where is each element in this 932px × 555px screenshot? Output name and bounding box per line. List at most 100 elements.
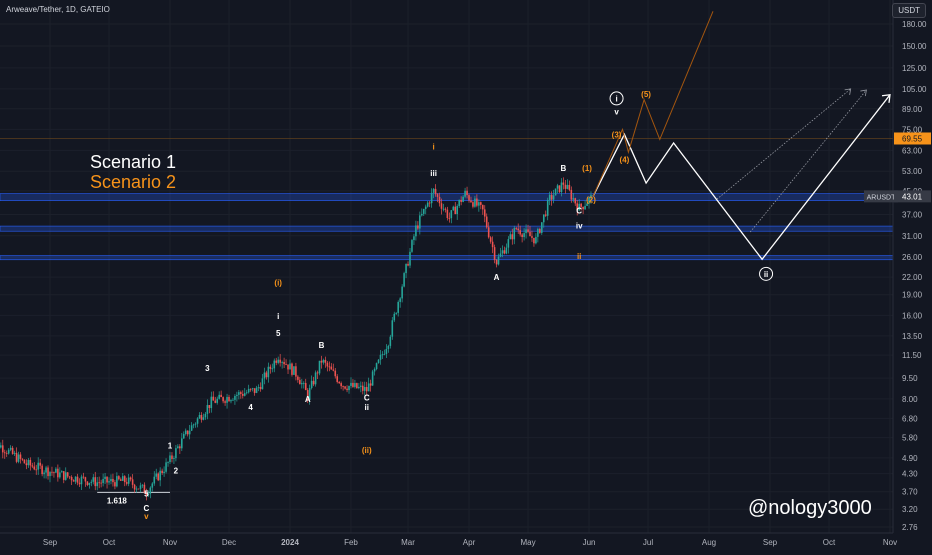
candle-body — [438, 196, 441, 204]
candle-body — [293, 366, 295, 375]
candle-body — [295, 366, 297, 377]
candle-body — [358, 386, 360, 389]
candle-body — [127, 477, 130, 484]
y-tick-label: 3.20 — [902, 505, 918, 514]
candle-body — [182, 434, 185, 439]
candle-body — [550, 194, 553, 200]
candle-body — [88, 482, 91, 485]
candle-body — [346, 388, 348, 391]
support-resistance-zone — [0, 193, 894, 201]
candle-body — [389, 336, 392, 346]
candle-body — [271, 368, 274, 370]
candle-body — [558, 185, 561, 193]
candle-body — [291, 363, 293, 375]
y-tick-label: 2.76 — [902, 523, 918, 532]
candle-body — [373, 369, 376, 372]
candle-body — [257, 387, 260, 388]
candle-body — [121, 476, 124, 481]
candle-body — [519, 230, 521, 235]
candle-body — [287, 364, 289, 370]
candle-body — [114, 482, 116, 487]
candle-body — [371, 371, 374, 386]
candle-body — [476, 198, 478, 206]
candle-body — [515, 228, 518, 229]
candle-body — [511, 234, 514, 240]
candle-body — [173, 458, 175, 459]
candle-body — [179, 446, 181, 449]
candle-body — [267, 366, 270, 378]
y-tick-label: 89.00 — [902, 105, 923, 114]
wave-label: (1) — [582, 164, 592, 173]
candle-body — [395, 312, 398, 314]
candle-body — [80, 476, 83, 485]
wave-label: 3 — [205, 364, 210, 373]
scenario2-projection-path — [592, 11, 714, 197]
candle-body — [533, 237, 535, 244]
candle-body — [216, 398, 219, 403]
candle-body — [247, 388, 250, 393]
candle-body — [379, 354, 382, 360]
candle-body — [188, 430, 191, 435]
legend-entry: Scenario 2 — [90, 172, 176, 192]
candle-body — [238, 392, 240, 395]
candle-body — [273, 360, 276, 369]
wave-label: 4 — [248, 403, 253, 412]
x-tick-label: Feb — [344, 538, 358, 547]
candle-body — [308, 388, 311, 400]
candle-body — [531, 236, 533, 238]
candle-body — [232, 399, 234, 401]
y-tick-label: 22.00 — [902, 273, 923, 282]
candle-body — [285, 364, 287, 365]
candle-body — [106, 476, 108, 483]
candle-body — [33, 466, 36, 470]
candle-body — [535, 236, 537, 244]
candle-body — [350, 382, 352, 386]
candle-body — [200, 414, 203, 420]
candle-body — [554, 188, 557, 196]
symbol-tag-label: ARUSDT — [867, 194, 897, 201]
candle-body — [68, 476, 71, 478]
y-tick-label: 3.70 — [902, 488, 918, 497]
wave-label: i — [277, 312, 279, 321]
candle-body — [407, 263, 409, 266]
candle-body — [566, 184, 569, 189]
candle-body — [505, 247, 508, 254]
candle-body — [230, 400, 232, 402]
candle-body — [521, 234, 523, 238]
current-price-tag[interactable] — [894, 190, 931, 203]
candle-body — [580, 203, 582, 207]
candle-body — [446, 209, 449, 219]
candle-body — [499, 253, 502, 257]
wave-label: B — [319, 341, 325, 350]
candle-body — [444, 208, 447, 210]
candle-body — [110, 478, 112, 482]
candle-body — [365, 387, 368, 392]
candle-body — [45, 467, 47, 473]
candle-body — [399, 298, 401, 302]
candle-body — [17, 454, 20, 462]
candle-body — [23, 459, 26, 464]
candle-body — [43, 472, 45, 475]
candle-body — [37, 462, 39, 470]
candle-body — [564, 184, 567, 189]
candle-body — [29, 459, 32, 466]
candle-body — [11, 447, 14, 454]
dotted-projection-path — [716, 88, 851, 200]
price-level-tag[interactable] — [894, 132, 931, 145]
candle-body — [328, 366, 331, 368]
candle-body — [570, 189, 573, 200]
candle-body — [143, 484, 146, 494]
candle-body — [383, 353, 386, 355]
candle-body — [241, 393, 244, 396]
candle-body — [458, 199, 460, 207]
x-tick-label: Dec — [222, 538, 236, 547]
candle-body — [184, 430, 187, 435]
currency-badge[interactable]: USDT — [892, 3, 926, 18]
candle-body — [206, 405, 209, 414]
wave-label: (5) — [641, 90, 651, 99]
arrow-head — [881, 94, 891, 103]
wave-label: (3) — [612, 131, 622, 140]
x-tick-label: Sep — [763, 538, 778, 547]
